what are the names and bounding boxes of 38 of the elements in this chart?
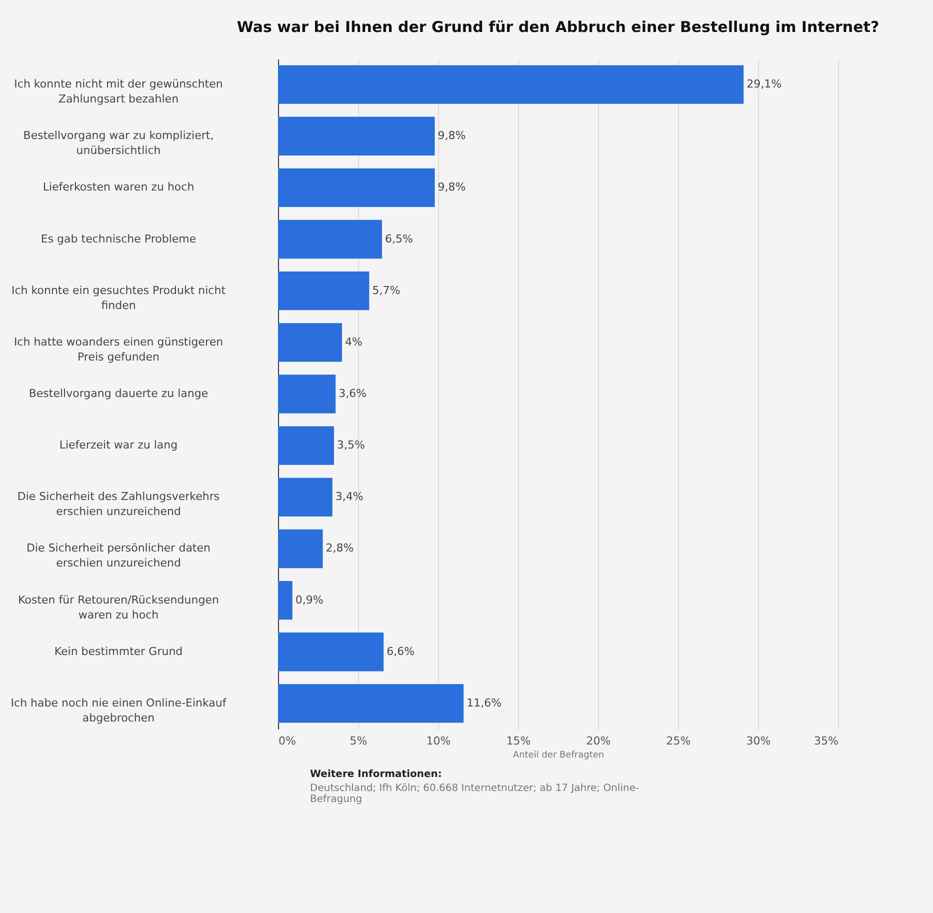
y-tick-label: Ich habe noch nie einen Online-Einkauf abgebrochen	[10, 696, 228, 724]
x-tick-label: 20%	[586, 734, 611, 748]
y-tick-label: Lieferkosten waren zu hoch	[42, 180, 194, 194]
y-tick-label: Ich konnte ein gesuchtes Produkt nicht finden	[11, 284, 226, 312]
x-tick-label: 30%	[746, 734, 771, 748]
y-tick-label: Die Sicherheit persönlicher daten erschien unzureichend	[26, 542, 210, 570]
x-tick-label: 15%	[506, 734, 531, 748]
y-tick-label: Lieferzeit war zu lang	[59, 438, 178, 452]
y-tick-label: Ich hatte woanders einen günstigeren Preis gefunden	[14, 335, 224, 364]
data-label: 29,1%	[746, 78, 782, 91]
chart-title: Was war bei Ihnen der Grund für den Abbruch einer Bestellung im Internet?	[236, 18, 880, 36]
data-label: 3,4%	[335, 490, 364, 504]
y-tick-label: Es gab technische Probleme	[40, 232, 196, 246]
data-label: 9,8%	[438, 129, 466, 142]
data-label: 4%	[345, 335, 362, 348]
data-label: 11,6%	[466, 696, 502, 710]
data-label: 6,5%	[385, 232, 413, 246]
x-tick-label: 10%	[426, 734, 451, 748]
data-label: 2,8%	[326, 542, 354, 555]
y-tick-label: Bestellvorgang dauerte zu lange	[28, 387, 208, 400]
x-tick-label: 5%	[350, 734, 368, 748]
data-label: 5,7%	[372, 284, 400, 297]
x-axis-title: Anteil der Befragten	[512, 750, 604, 760]
text: Weitere Informationen:	[310, 769, 443, 780]
data-label: 6,6%	[386, 644, 415, 658]
data-label: 0,9%	[295, 593, 324, 606]
data-label: 3,6%	[338, 387, 367, 400]
x-tick-label: 35%	[814, 734, 838, 748]
data-label: 9,8%	[438, 180, 466, 194]
y-tick-label: Ich konnte nicht mit der gewünschten Zahlungsart bezahlen	[14, 78, 223, 106]
text: Deutschland; Ifh Köln; 60.668 Internetnutzer; ab 17 Jahre; Online-Befragung	[310, 783, 640, 805]
y-tick-label: Kosten für Retouren/Rücksendungen waren zu hoch	[18, 593, 219, 622]
x-tick-label: 0%	[278, 734, 296, 748]
y-tick-label: Bestellvorgang war zu kompliziert, unübersichtlich	[23, 129, 214, 158]
x-tick-label: 25%	[666, 734, 691, 748]
data-label: 3,5%	[337, 438, 365, 452]
y-tick-label: Die Sicherheit des Zahlungsverkehrs erschien unzureichend	[17, 490, 220, 518]
y-tick-label: Kein bestimmter Grund	[54, 644, 183, 658]
